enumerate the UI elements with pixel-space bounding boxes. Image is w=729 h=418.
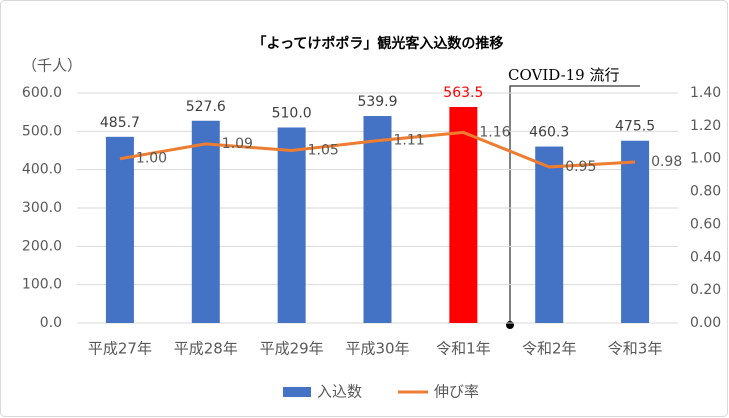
- bar: [363, 116, 392, 323]
- annotation-line: [509, 85, 640, 325]
- y-tick-label: 600.0: [22, 85, 62, 101]
- bar: [449, 106, 478, 323]
- bar-value-label: 527.6: [186, 99, 226, 115]
- y2-tick-label: 0.00: [690, 315, 721, 331]
- bar: [277, 127, 306, 323]
- x-tick-label: 平成29年: [260, 340, 324, 358]
- annotation: COVID-19 流行: [508, 66, 620, 84]
- x-tick-label: 平成30年: [345, 340, 409, 358]
- line-value-label: 1.09: [222, 136, 253, 152]
- bar: [621, 140, 650, 323]
- bar-value-label: 510.0: [272, 106, 312, 122]
- y2-tick-label: 0.40: [690, 249, 721, 265]
- y-tick-label: 100.0: [22, 277, 62, 293]
- annotation-dot: [506, 321, 514, 329]
- x-tick-label: 令和3年: [608, 340, 663, 358]
- legend-swatch: [283, 387, 311, 397]
- legend-label: 伸び率: [434, 383, 479, 401]
- chart-title: 「よってけポポラ」観光客入込数の推移: [253, 35, 504, 52]
- x-tick-label: 平成28年: [174, 340, 238, 358]
- y-tick-label: 400.0: [22, 162, 62, 178]
- bar-value-label: 475.5: [615, 119, 655, 135]
- y2-tick-label: 1.00: [690, 151, 721, 167]
- bar: [191, 120, 220, 324]
- x-tick-label: 平成27年: [88, 340, 152, 358]
- y2-tick-label: 0.20: [690, 282, 721, 298]
- y-tick-label: 200.0: [22, 238, 62, 254]
- y-tick-label: 0.0: [40, 315, 62, 331]
- line-value-label: 1.05: [308, 143, 339, 159]
- y2-tick-label: 0.80: [690, 184, 721, 200]
- y-tick-label: 500.0: [22, 123, 62, 139]
- x-tick-label: 令和2年: [522, 340, 577, 358]
- line: [119, 130, 636, 169]
- legend-label: 入込数: [317, 383, 362, 401]
- line-value-label: 1.16: [479, 124, 510, 140]
- bar-value-label: 563.5: [443, 85, 483, 101]
- bar-value-label: 539.9: [357, 94, 397, 110]
- bar-value-label: 460.3: [529, 125, 569, 141]
- line-value-label: 1.11: [394, 133, 425, 149]
- x-tick-label: 令和1年: [436, 340, 491, 358]
- line-value-label: 1.00: [136, 151, 167, 167]
- y-tick-label: 300.0: [22, 200, 62, 216]
- y2-tick-label: 1.40: [690, 85, 721, 101]
- line-value-label: 0.98: [651, 154, 682, 170]
- bar: [535, 146, 564, 323]
- bar: [105, 136, 134, 323]
- y2-tick-label: 1.20: [690, 118, 721, 134]
- bar-value-label: 485.7: [100, 115, 140, 131]
- y2-tick-label: 0.60: [690, 216, 721, 232]
- y-axis-label: （千人）: [22, 57, 82, 75]
- line-value-label: 0.95: [565, 159, 596, 175]
